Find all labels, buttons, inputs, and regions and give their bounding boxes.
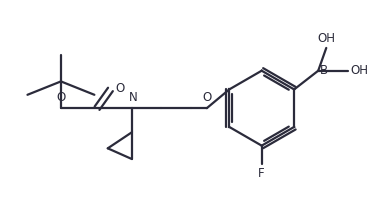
Text: B: B: [320, 64, 328, 77]
Text: O: O: [56, 91, 66, 104]
Text: N: N: [129, 91, 138, 104]
Text: OH: OH: [350, 64, 369, 77]
Text: OH: OH: [317, 32, 335, 45]
Text: F: F: [258, 167, 265, 180]
Text: O: O: [116, 82, 125, 95]
Text: O: O: [202, 91, 211, 104]
